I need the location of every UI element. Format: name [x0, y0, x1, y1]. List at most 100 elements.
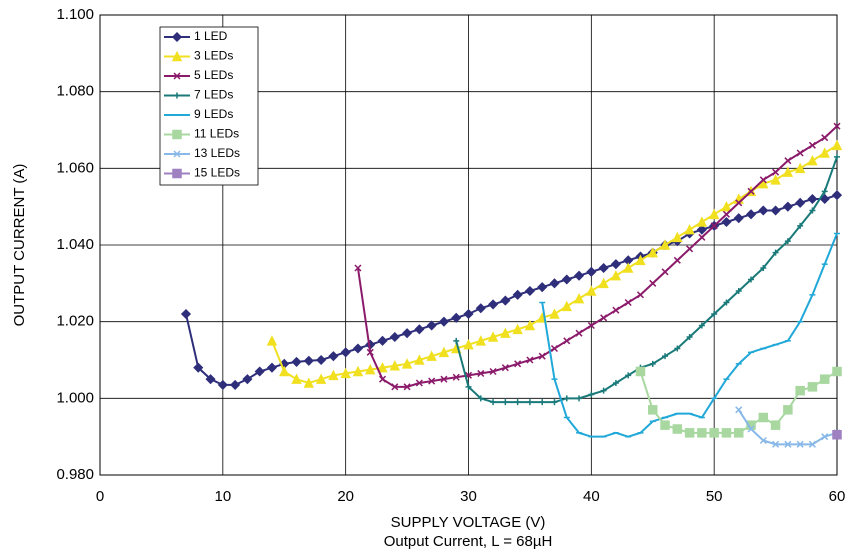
x-tick-label: 10	[214, 488, 231, 505]
marker	[391, 383, 399, 391]
marker	[635, 366, 646, 377]
marker	[684, 428, 695, 438]
marker	[745, 209, 757, 220]
marker	[550, 344, 559, 353]
marker	[171, 31, 183, 43]
marker	[770, 420, 781, 430]
marker	[403, 383, 411, 391]
marker	[291, 356, 302, 367]
marker	[488, 299, 499, 310]
y-tick-label: 1.040	[56, 236, 94, 253]
marker	[622, 262, 634, 273]
marker	[661, 268, 669, 276]
marker	[821, 433, 829, 441]
marker	[808, 440, 816, 448]
legend-label: 15 LEDs	[194, 166, 240, 180]
marker	[832, 430, 842, 440]
marker	[672, 424, 683, 434]
marker	[821, 134, 829, 142]
marker	[463, 338, 474, 350]
marker	[784, 157, 792, 165]
legend-label: 3 LEDs	[194, 49, 233, 63]
marker	[783, 405, 793, 415]
marker	[711, 311, 718, 317]
marker	[352, 365, 364, 377]
marker	[414, 354, 425, 365]
marker	[708, 208, 720, 220]
marker	[180, 308, 192, 320]
marker	[573, 292, 585, 304]
marker	[696, 216, 708, 227]
legend-label: 13 LEDs	[194, 146, 240, 160]
marker	[770, 205, 781, 216]
marker	[537, 282, 548, 293]
marker	[438, 316, 449, 327]
marker	[366, 348, 374, 356]
marker	[600, 387, 607, 394]
legend-label: 1 LED	[194, 29, 228, 43]
x-tick-label: 40	[583, 488, 600, 505]
marker	[698, 233, 706, 241]
marker	[174, 92, 180, 99]
series-line	[356, 125, 838, 388]
marker	[477, 395, 484, 402]
marker	[796, 149, 804, 157]
marker	[794, 162, 806, 174]
marker	[465, 383, 472, 390]
legend-label: 9 LEDs	[194, 107, 233, 121]
marker	[672, 231, 683, 243]
legend-label: 5 LEDs	[194, 68, 233, 82]
marker	[426, 320, 437, 331]
marker	[612, 380, 619, 386]
marker	[624, 298, 632, 307]
marker	[452, 373, 460, 381]
marker	[377, 361, 388, 373]
marker	[772, 440, 780, 448]
marker	[414, 324, 425, 335]
marker	[659, 239, 671, 250]
marker	[747, 425, 755, 433]
marker	[697, 428, 707, 438]
marker	[723, 299, 730, 306]
marker	[684, 223, 695, 235]
marker	[735, 288, 742, 294]
marker	[647, 246, 658, 258]
marker	[819, 374, 830, 384]
x-axis-label: SUPPLY VOLTAGE (V)	[391, 514, 546, 531]
marker	[524, 285, 535, 297]
legend-label: 7 LEDs	[194, 88, 233, 102]
marker	[587, 321, 595, 330]
legend-label: 11 LEDs	[194, 127, 239, 141]
marker	[303, 377, 315, 388]
marker	[772, 249, 779, 256]
marker	[561, 274, 572, 285]
y-tick-label: 1.020	[56, 313, 94, 330]
marker	[173, 72, 181, 80]
marker	[438, 346, 450, 358]
marker	[782, 166, 794, 177]
marker	[784, 238, 791, 245]
marker	[662, 353, 669, 360]
marker	[573, 270, 585, 281]
marker	[389, 331, 400, 343]
marker	[721, 428, 732, 438]
marker	[612, 306, 620, 314]
marker	[795, 197, 806, 208]
marker	[354, 264, 362, 272]
marker	[172, 129, 182, 140]
marker	[561, 300, 572, 312]
marker	[610, 269, 622, 281]
marker	[758, 205, 769, 216]
marker	[686, 334, 693, 340]
marker	[748, 276, 755, 283]
x-tick-label: 30	[460, 488, 477, 505]
marker	[502, 399, 509, 406]
marker	[649, 360, 656, 367]
marker	[588, 391, 595, 398]
marker	[722, 210, 730, 218]
marker	[575, 329, 583, 337]
marker	[489, 367, 497, 376]
marker	[563, 395, 570, 402]
marker	[475, 335, 486, 346]
marker	[832, 366, 842, 377]
